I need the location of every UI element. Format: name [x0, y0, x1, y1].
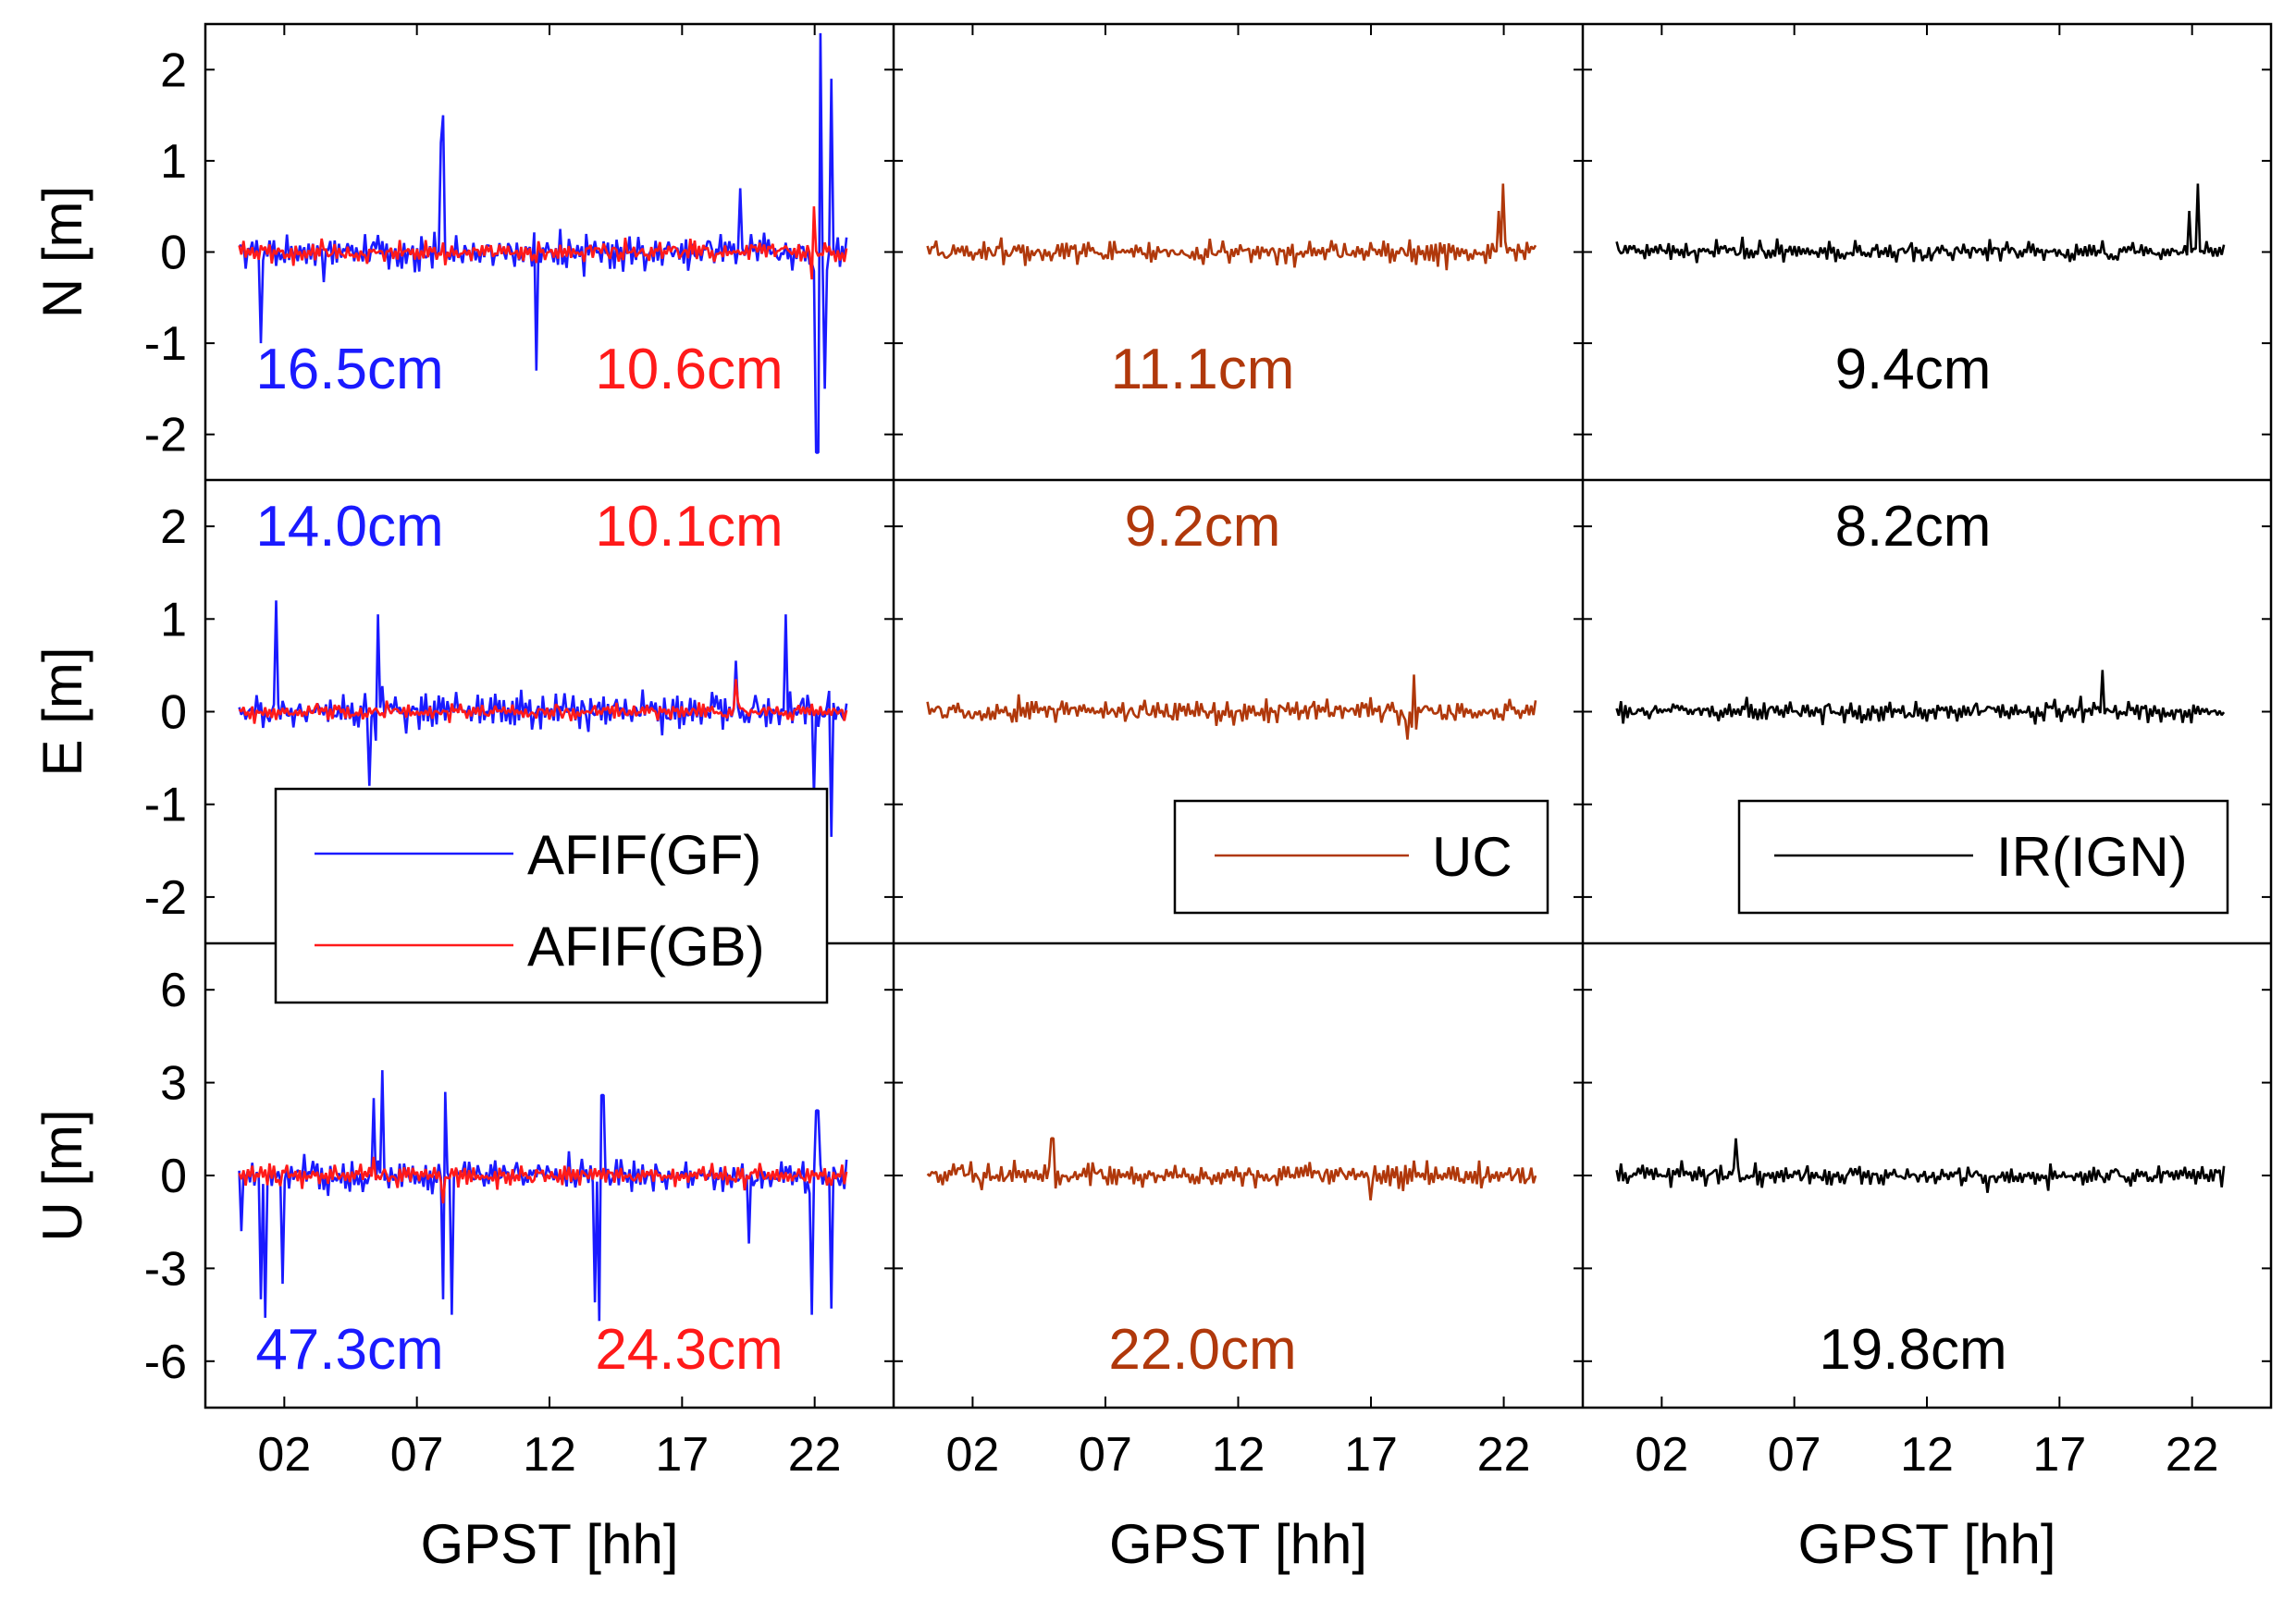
legend-afif: AFIF(GF) AFIF(GB)	[274, 787, 829, 1004]
series-line-afifgf	[238, 600, 848, 837]
legend-label-afif-gf: AFIF(GF)	[527, 824, 761, 886]
y-tick-label: -3	[144, 1242, 187, 1296]
y-tick-label: 0	[160, 686, 187, 740]
y-tick-label: -2	[144, 871, 187, 925]
x-tick-label: 17	[1344, 1428, 1398, 1482]
series-group	[1615, 670, 2226, 726]
rms-annotations: 16.5cm 10.6cm 11.1cm 9.4cm 14.0cm 10.1cm 9.2cm…	[255, 338, 2006, 1382]
y-axis-label-E: E [m]	[31, 646, 93, 776]
x-tick-label: 02	[257, 1428, 311, 1482]
x-tick-label: 22	[1477, 1428, 1531, 1482]
series-line-uc	[926, 674, 1537, 740]
y-axis-label-U: U [m]	[31, 1109, 93, 1241]
x-tick-label: 17	[2032, 1428, 2086, 1482]
legends: AFIF(GF) AFIF(GB) UC IR(IGN)	[274, 787, 2229, 1004]
panel-N-afif	[238, 32, 848, 454]
y-tick-label: 2	[160, 43, 187, 97]
y-tick-label: 6	[160, 964, 187, 1017]
rms-afif-gb-U: 24.3cm	[595, 1318, 783, 1382]
x-tick-label: 12	[1900, 1428, 1954, 1482]
legend-box	[274, 787, 829, 1004]
y-tick-label: -1	[144, 779, 187, 832]
x-tick-label: 17	[655, 1428, 709, 1482]
panel-E-uc	[926, 674, 1537, 740]
rms-afif-gf-N: 16.5cm	[255, 338, 443, 401]
rms-ir-N: 9.4cm	[1835, 338, 1992, 401]
series-group	[926, 183, 1537, 271]
y-tick-label: -1	[144, 317, 187, 371]
y-tick-label: 3	[160, 1057, 187, 1111]
x-axis-label: GPST [hh]	[1797, 1513, 2055, 1575]
y-tick-label: 1	[160, 135, 187, 189]
y-tick-label: 0	[160, 227, 187, 280]
series-group	[238, 32, 848, 454]
panel-N-ir	[1615, 183, 2226, 264]
legend-label-afif-gb: AFIF(GB)	[527, 916, 765, 978]
rms-afif-gb-E: 10.1cm	[595, 495, 783, 559]
panel-E-ir	[1615, 670, 2226, 726]
series-line-uc	[926, 183, 1537, 271]
series-line-afifgf	[238, 1070, 848, 1322]
series-group	[926, 674, 1537, 740]
y-tick-label: 2	[160, 500, 187, 554]
x-tick-label: 02	[1635, 1428, 1688, 1482]
series-line-uc	[926, 1137, 1537, 1200]
legend-box	[1173, 799, 1549, 915]
x-tick-label: 12	[523, 1428, 576, 1482]
x-tick-label: 12	[1212, 1428, 1265, 1482]
series-line-irign	[1615, 1138, 2226, 1193]
panels-layer	[204, 22, 2273, 1409]
panel-U-uc	[926, 1137, 1537, 1200]
x-tick-labels: 02 07 12 17 22 02 07 12 17 22 02 07 12 17 22	[257, 1428, 2218, 1482]
rms-uc-N: 11.1cm	[1111, 338, 1295, 401]
legend-label-uc: UC	[1432, 826, 1512, 888]
x-tick-label: 22	[788, 1428, 842, 1482]
y-tick-label: -6	[144, 1335, 187, 1389]
y-tick-label: -2	[144, 409, 187, 462]
series-group	[238, 600, 848, 837]
x-tick-label: 22	[2166, 1428, 2219, 1482]
y-tick-labels: 2 1 0 -1 -2 2 1 0 -1 -2 6 3 0 -3 -6	[144, 43, 187, 1389]
y-tick-label: 1	[160, 593, 187, 646]
series-line-afifgb	[238, 1156, 848, 1204]
series-line-afifgb	[238, 679, 848, 724]
y-axis-label-N: N [m]	[31, 186, 93, 318]
x-axis-label: GPST [hh]	[1109, 1513, 1367, 1575]
panel-U-ir	[1615, 1138, 2226, 1193]
rms-ir-E: 8.2cm	[1835, 495, 1992, 559]
rms-afif-gb-N: 10.6cm	[595, 338, 783, 401]
x-tick-label: 07	[1079, 1428, 1132, 1482]
frame-lines	[204, 22, 2273, 1409]
x-tick-label: 07	[390, 1428, 444, 1482]
rms-afif-gf-E: 14.0cm	[255, 495, 443, 559]
x-tick-label: 02	[945, 1428, 999, 1482]
x-axis-label: GPST [hh]	[420, 1513, 678, 1575]
rms-ir-U: 19.8cm	[1819, 1318, 2006, 1382]
rms-uc-U: 22.0cm	[1108, 1318, 1296, 1382]
panel-N-uc	[926, 183, 1537, 271]
series-line-irign	[1615, 670, 2226, 726]
legend-uc: UC	[1173, 799, 1549, 915]
y-tick-label: 0	[160, 1150, 187, 1203]
panel-E-afif	[238, 600, 848, 837]
rms-afif-gf-U: 47.3cm	[255, 1318, 443, 1382]
legend-box	[1737, 799, 2229, 915]
rms-uc-E: 9.2cm	[1125, 495, 1281, 559]
axis-labels: N [m] E [m] U [m] GPST [hh] GPST [hh] GPST [h…	[31, 186, 2056, 1575]
legend-label-ir: IR(IGN)	[1996, 826, 2188, 888]
series-group	[926, 1137, 1537, 1200]
legend-ir: IR(IGN)	[1737, 799, 2229, 915]
x-tick-label: 07	[1768, 1428, 1821, 1482]
series-group	[238, 1070, 848, 1322]
series-line-irign	[1615, 183, 2226, 264]
panel-U-afif	[238, 1070, 848, 1322]
series-line-afifgb	[238, 206, 848, 280]
series-group	[1615, 1138, 2226, 1193]
series-group	[1615, 183, 2226, 264]
